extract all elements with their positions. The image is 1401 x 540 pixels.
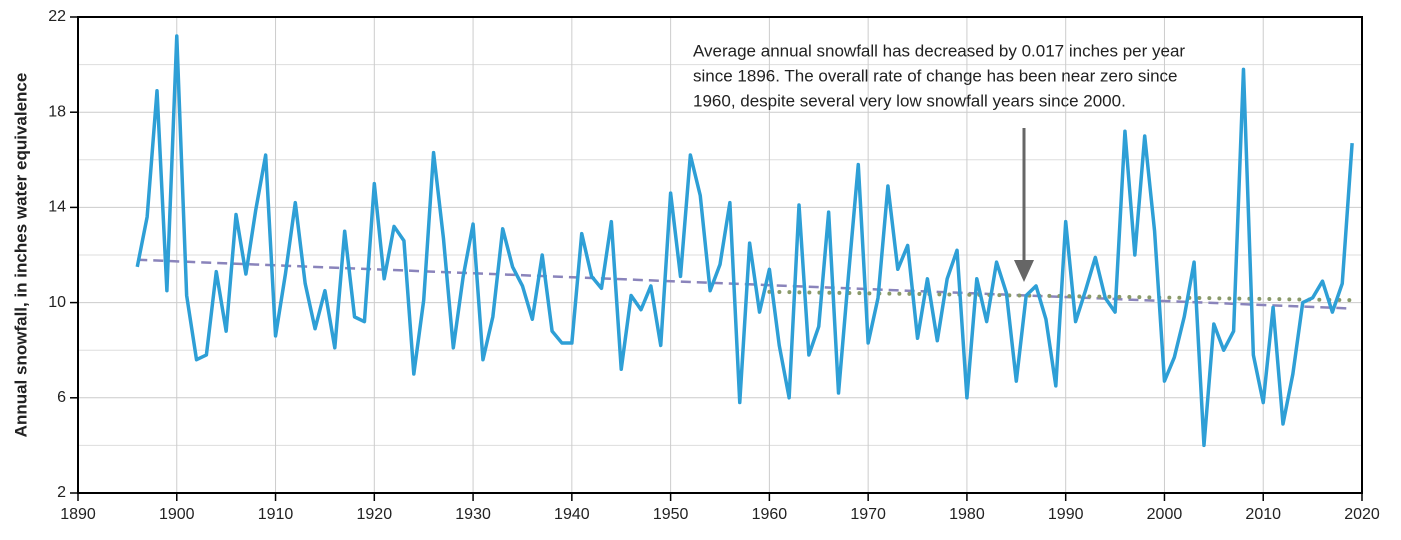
x-tick-label: 1900 <box>159 506 195 523</box>
plot-frame <box>77 16 1363 494</box>
x-tick-label: 1930 <box>455 506 491 523</box>
annotation-line: Average annual snowfall has decreased by… <box>693 41 1185 60</box>
x-tick-label: 2010 <box>1245 506 1281 523</box>
y-tick-label: 6 <box>57 389 66 406</box>
arrow-head <box>1014 260 1034 282</box>
series-line <box>135 34 1354 448</box>
y-tick-label: 2 <box>57 484 66 501</box>
x-tick-label: 2000 <box>1147 506 1183 523</box>
trend-line <box>137 258 1353 310</box>
x-tick-label: 2020 <box>1344 506 1380 523</box>
x-tick-label: 1920 <box>357 506 393 523</box>
x-tick-label: 1950 <box>653 506 689 523</box>
y-axis-title: Annual snowfall, in inches water equival… <box>11 73 30 438</box>
annotation: Average annual snowfall has decreased by… <box>693 41 1185 110</box>
y-tick-label: 22 <box>48 8 66 25</box>
y-tick-label: 18 <box>48 103 66 120</box>
x-tick-label: 1890 <box>60 506 96 523</box>
x-tick-label: 1970 <box>850 506 886 523</box>
y-tick-label: 10 <box>48 294 66 311</box>
x-tick-label: 1990 <box>1048 506 1084 523</box>
x-tick-label: 1940 <box>554 506 590 523</box>
y-tick-label: 14 <box>48 199 66 216</box>
x-tick-label: 1910 <box>258 506 294 523</box>
annotation-line: since 1896. The overall rate of change h… <box>693 66 1178 85</box>
x-tick-label: 1960 <box>752 506 788 523</box>
x-tick-label: 1980 <box>949 506 985 523</box>
annotation-line: 1960, despite several very low snowfall … <box>693 91 1126 110</box>
